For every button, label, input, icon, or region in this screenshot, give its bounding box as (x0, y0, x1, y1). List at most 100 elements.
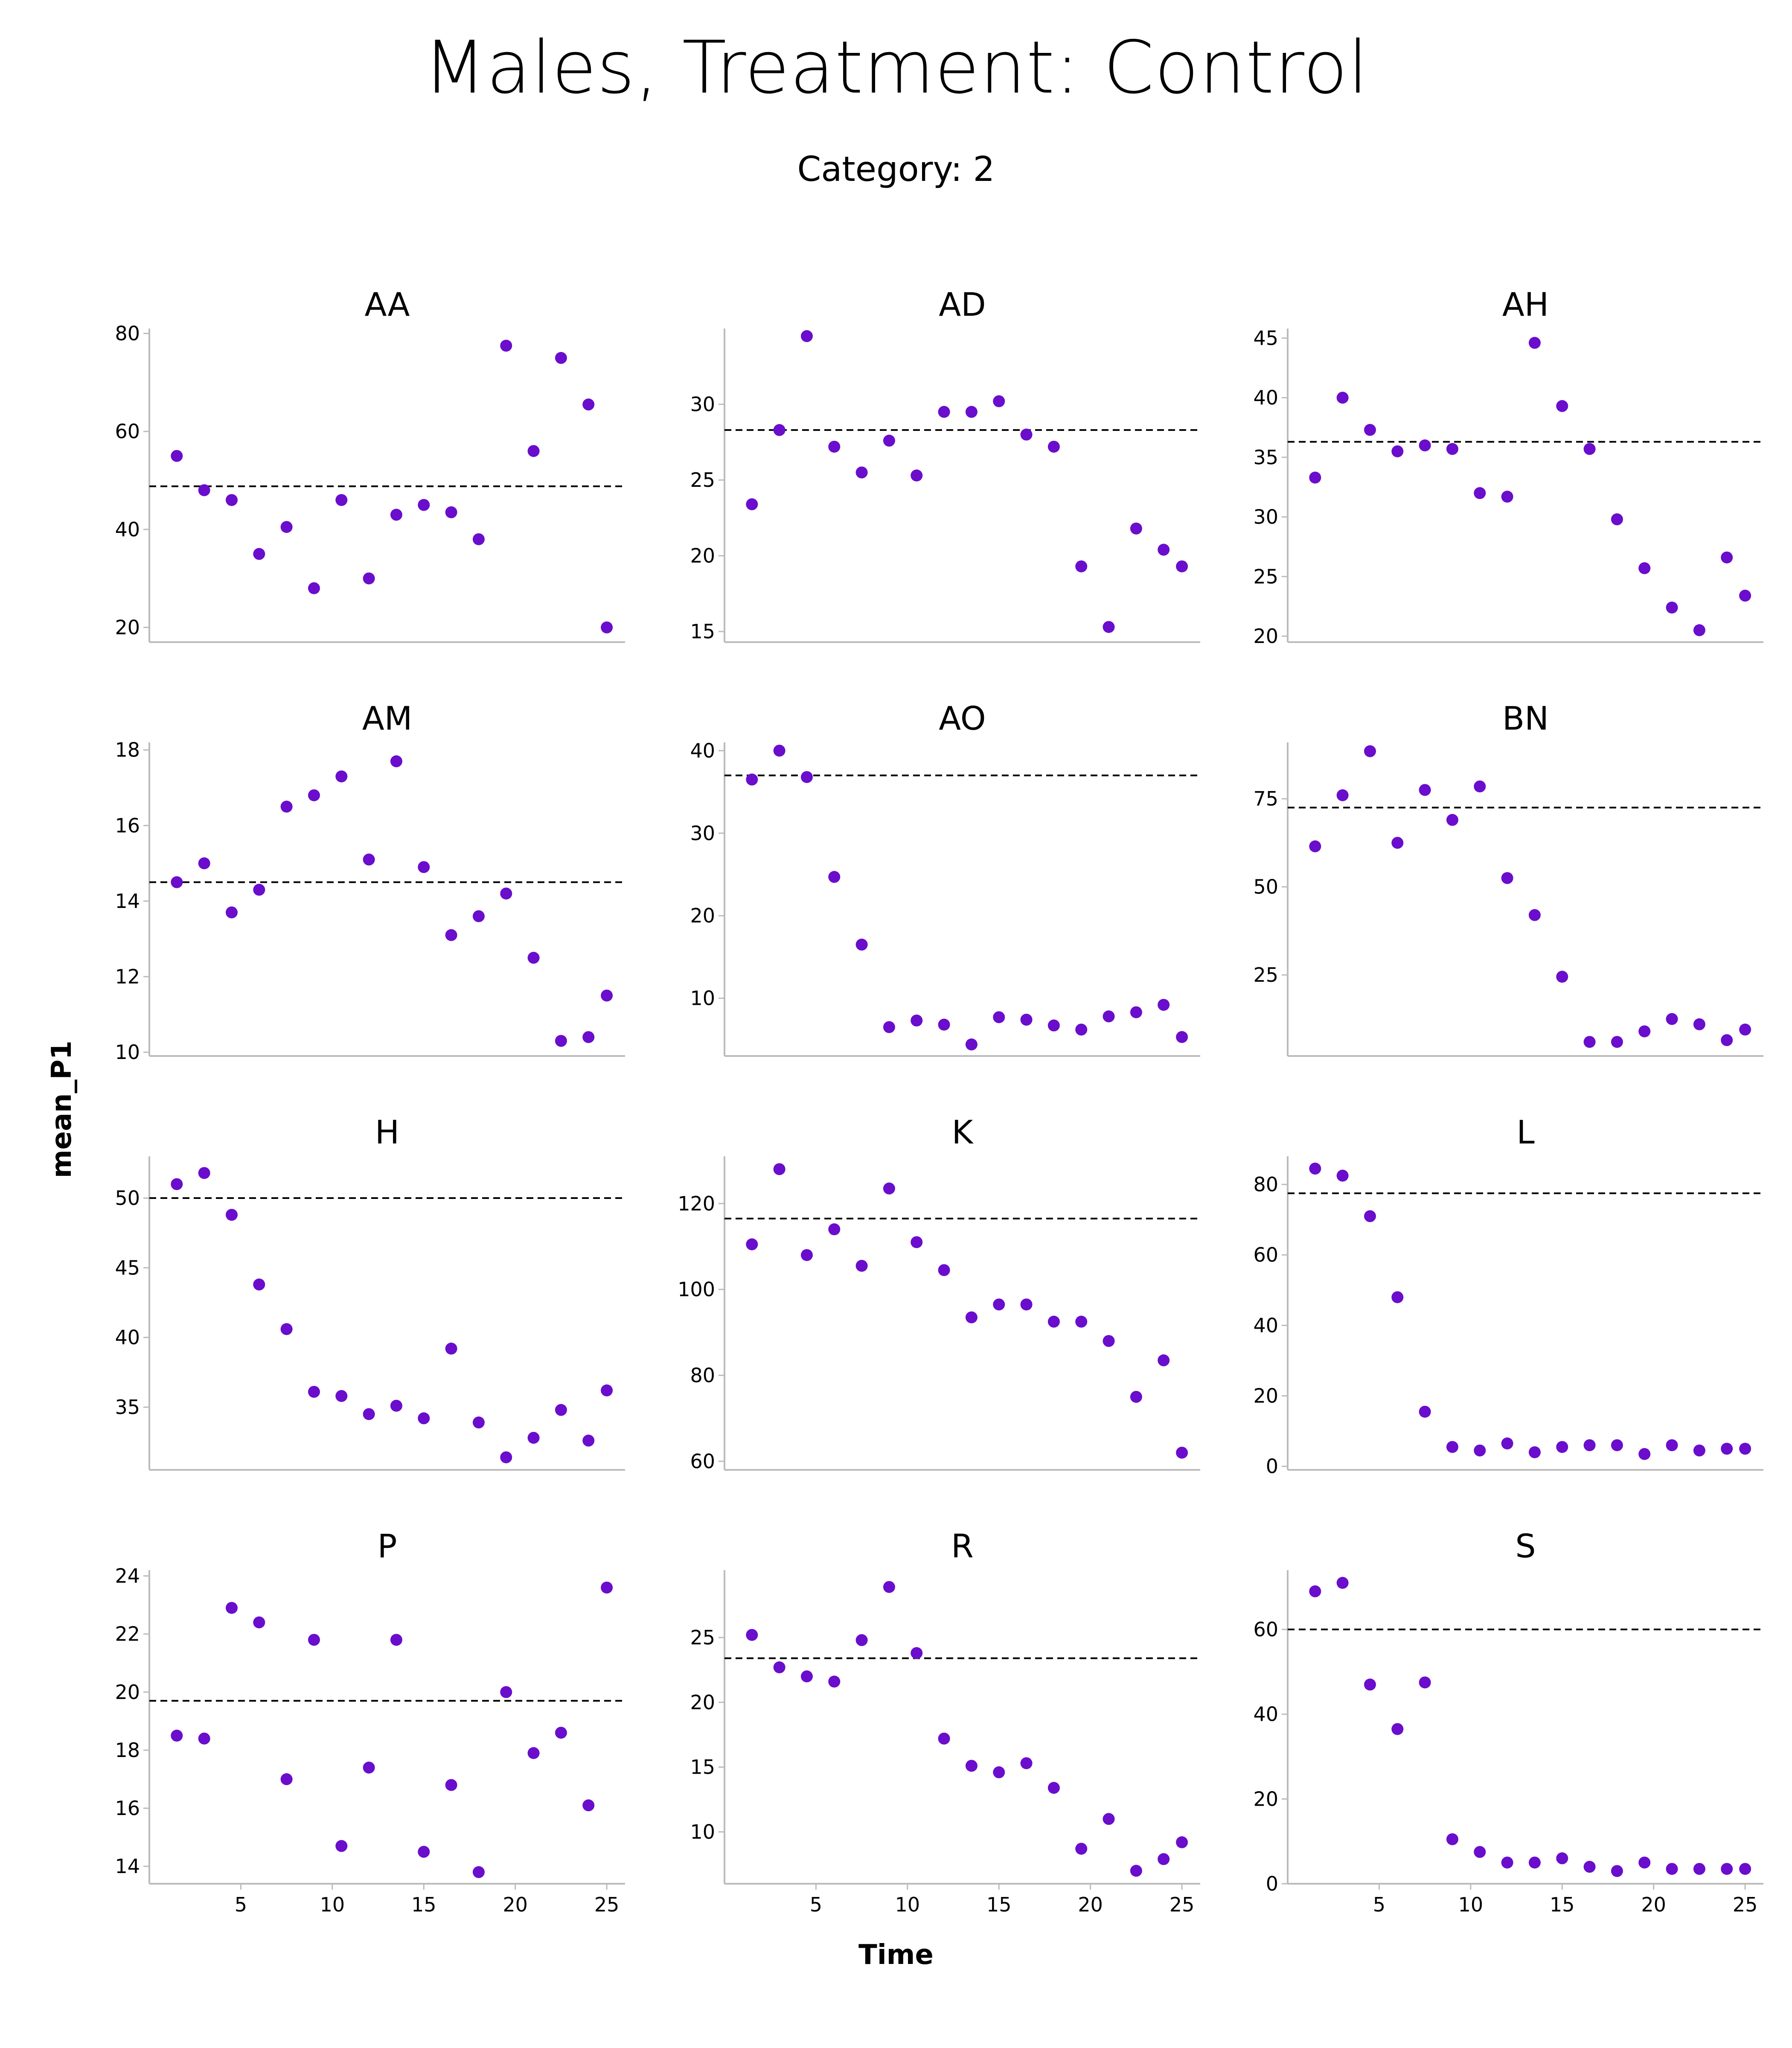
data-point (1020, 1757, 1033, 1769)
panel-title: BN (1502, 699, 1549, 737)
data-point (1176, 560, 1188, 573)
data-point (993, 395, 1005, 407)
y-tick-label: 22 (115, 1623, 140, 1646)
data-point (1419, 1676, 1431, 1689)
y-tick-label: 60 (1253, 1243, 1278, 1266)
x-tick-label: 10 (1458, 1893, 1484, 1916)
data-point (198, 1167, 210, 1179)
data-point (418, 499, 430, 511)
y-tick-label: 80 (690, 1364, 715, 1387)
data-point (335, 494, 348, 506)
panel-ad: AD 15 20 25 30 (690, 285, 1200, 643)
y-tick-label: 60 (115, 420, 140, 443)
y-tick-label: 18 (115, 1739, 140, 1762)
data-point (198, 1732, 210, 1745)
data-point (1739, 590, 1751, 602)
data-point (390, 755, 402, 768)
data-point (335, 770, 348, 783)
data-point (445, 1342, 457, 1355)
y-tick-label: 20 (690, 1691, 715, 1714)
y-tick-label: 40 (115, 518, 140, 541)
data-point (601, 989, 613, 1002)
data-point (1047, 1019, 1060, 1032)
y-tick-label: 15 (690, 620, 715, 643)
data-point (445, 1779, 457, 1791)
x-tick-label: 5 (810, 1893, 822, 1916)
data-point (1158, 1853, 1170, 1865)
y-tick-label: 16 (115, 1797, 140, 1820)
data-point (1693, 624, 1705, 637)
data-point (800, 1249, 813, 1261)
data-point (1075, 1024, 1088, 1036)
data-point (746, 774, 758, 786)
y-tick-label: 10 (690, 1821, 715, 1844)
data-point (1391, 445, 1404, 457)
data-point (527, 951, 540, 964)
data-point (1721, 1863, 1733, 1875)
data-point (1309, 1162, 1321, 1175)
x-tick-label: 20 (503, 1893, 528, 1916)
data-point (1501, 872, 1513, 884)
data-point (418, 861, 430, 873)
data-point (1419, 1405, 1431, 1418)
data-point (1336, 1169, 1349, 1182)
data-point (1721, 551, 1733, 564)
panel-title: R (951, 1527, 974, 1565)
x-tick-label: 10 (320, 1893, 345, 1916)
figure-subtitle: Category: 2 (797, 149, 995, 189)
panel-title: H (375, 1113, 399, 1151)
data-point (1739, 1024, 1751, 1036)
data-point (746, 1629, 758, 1641)
data-point (335, 1390, 348, 1402)
data-point (198, 857, 210, 870)
data-point (308, 582, 320, 594)
y-tick-label: 18 (115, 739, 140, 762)
data-point (1556, 400, 1568, 412)
data-point (746, 498, 758, 510)
data-point (1130, 1865, 1142, 1877)
x-tick-label: 10 (895, 1893, 920, 1916)
data-point (500, 340, 512, 352)
data-point (1391, 1291, 1404, 1303)
data-point (582, 1799, 595, 1812)
data-point (1158, 1354, 1170, 1367)
data-point (1666, 1013, 1678, 1025)
data-point (308, 1386, 320, 1398)
data-point (1309, 840, 1321, 852)
data-point (993, 1766, 1005, 1778)
data-point (911, 1014, 923, 1027)
panel-title: AH (1502, 285, 1549, 323)
data-point (308, 1634, 320, 1646)
data-point (1103, 1335, 1115, 1347)
data-point (965, 1311, 977, 1324)
data-point (1474, 1846, 1486, 1858)
data-point (1638, 1856, 1651, 1869)
data-point (1103, 1813, 1115, 1825)
data-point (1611, 1036, 1623, 1048)
data-point (1556, 1441, 1568, 1453)
y-tick-label: 24 (115, 1565, 140, 1588)
y-tick-label: 20 (1253, 1385, 1278, 1408)
data-point (911, 469, 923, 482)
y-tick-label: 40 (115, 1326, 140, 1349)
data-point (601, 1384, 613, 1396)
y-tick-label: 20 (115, 616, 140, 639)
data-point (1047, 1315, 1060, 1328)
data-point (1611, 1865, 1623, 1877)
data-point (1583, 443, 1596, 455)
panel-r: R 10 15 20 25 5 10 15 20 25 (690, 1527, 1200, 1916)
y-tick-label: 80 (115, 322, 140, 345)
data-point (1666, 601, 1678, 614)
data-point (500, 1451, 512, 1463)
data-point (1364, 1210, 1376, 1222)
data-point (883, 1182, 895, 1195)
panel-l: L 0 20 40 60 80 (1253, 1113, 1763, 1478)
x-tick-label: 25 (1733, 1893, 1758, 1916)
x-tick-label: 15 (411, 1893, 436, 1916)
data-point (1474, 780, 1486, 793)
y-tick-label: 0 (1266, 1455, 1278, 1478)
y-tick-label: 60 (1253, 1618, 1278, 1641)
data-point (472, 1416, 485, 1428)
data-point (363, 1408, 375, 1420)
